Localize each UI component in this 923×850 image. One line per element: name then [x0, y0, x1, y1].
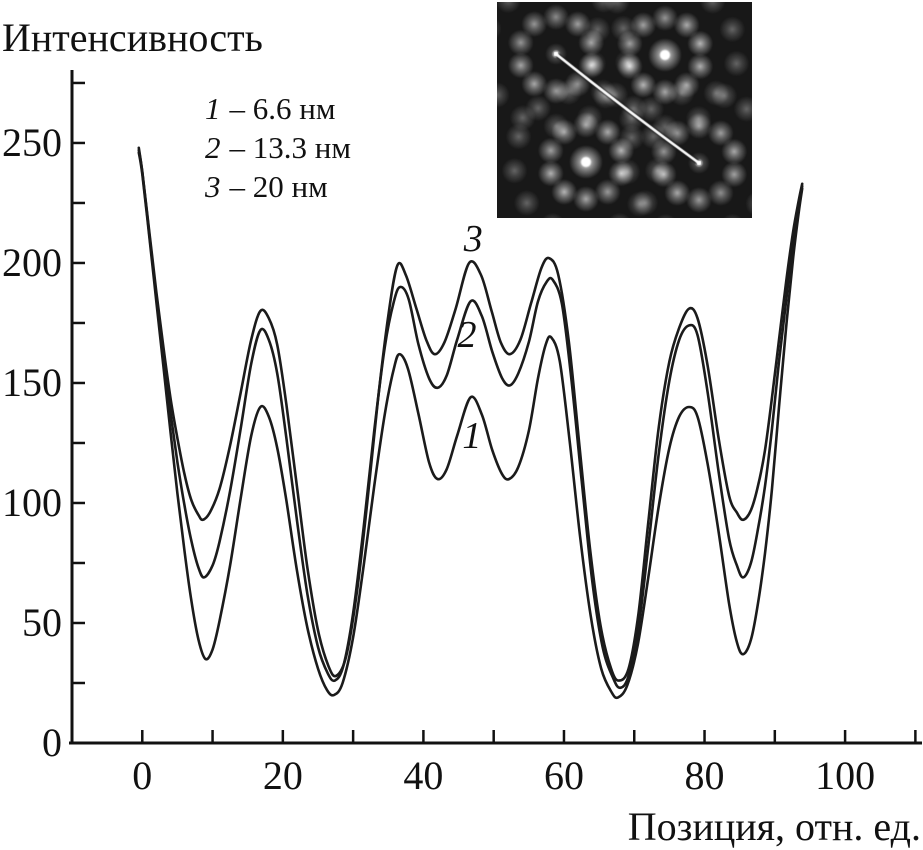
x-tick-label: 0: [132, 753, 152, 798]
legend-item-number: 3: [205, 169, 221, 204]
x-axis-label: Позиция, отн. ед.: [627, 804, 921, 849]
curve-label-1: 1: [462, 414, 482, 457]
y-tick-label: 150: [2, 360, 62, 405]
y-tick-label: 50: [22, 600, 62, 645]
y-tick-label: 200: [2, 240, 62, 285]
y-tick-label: 100: [2, 480, 62, 525]
curve-label-2: 2: [457, 313, 477, 356]
inset-stm-image: [497, 2, 752, 218]
x-tick-label: 40: [403, 753, 443, 798]
y-tick-label: 0: [42, 720, 62, 765]
legend-item-text: – 20 нм: [229, 169, 328, 204]
legend-item: 2– 13.3 нм: [205, 128, 351, 167]
curve-13.3нм: [137, 148, 804, 690]
x-tick-label: 60: [544, 753, 584, 798]
legend-item-text: – 13.3 нм: [229, 130, 351, 165]
x-tick-label: 80: [685, 753, 725, 798]
legend-item-text: – 6.6 нм: [229, 91, 336, 126]
x-tick-label: 20: [263, 753, 303, 798]
y-tick-label: 250: [2, 120, 62, 165]
legend-item: 3– 20 нм: [205, 167, 351, 206]
curve-label-3: 3: [463, 217, 483, 260]
legend-item-number: 1: [205, 91, 221, 126]
curve-20нм: [137, 146, 804, 682]
legend-item: 1– 6.6 нм: [205, 89, 351, 128]
y-axis-title: Интенсивность: [2, 15, 263, 60]
curve-6.6нм: [137, 151, 804, 700]
x-tick-label: 100: [815, 753, 875, 798]
legend: 1– 6.6 нм 2– 13.3 нм 3– 20 нм: [205, 89, 351, 206]
legend-item-number: 2: [205, 130, 221, 165]
